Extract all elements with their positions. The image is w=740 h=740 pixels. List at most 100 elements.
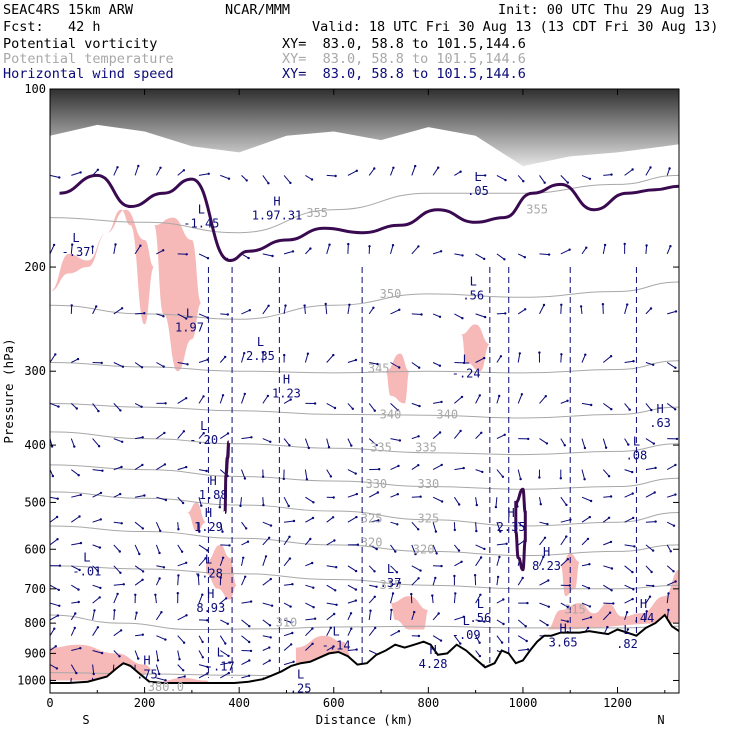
wind-arrow-head [312, 586, 315, 589]
wind-arrow-head [667, 592, 670, 595]
wind-arrow-head [134, 593, 137, 596]
wind-arrow-head [437, 166, 440, 169]
wind-arrow-head [56, 538, 59, 541]
wind-arrow-head [394, 550, 397, 553]
wind-arrow [475, 432, 482, 439]
wind-arrow-head [504, 312, 507, 315]
wind-arrow [581, 584, 590, 589]
wind-arrow-head [431, 594, 434, 597]
wind-arrow [453, 593, 456, 604]
wind-arrow-head [121, 440, 124, 443]
wind-arrow-head [674, 493, 677, 496]
wind-arrow [284, 520, 295, 523]
wind-arrow-head [118, 550, 122, 553]
wind-arrow [539, 521, 548, 525]
wind-arrow-head [226, 622, 229, 625]
wind-arrow [113, 466, 122, 471]
wind-arrow-head [461, 254, 464, 257]
wind-arrow-head [675, 437, 679, 441]
wind-arrow [155, 650, 159, 661]
isentrope-label: 345 [368, 362, 390, 376]
isentrope-label: 340 [436, 407, 458, 421]
wind-arrow [92, 610, 95, 620]
wind-arrow-head [398, 366, 401, 369]
wind-arrow-head [396, 408, 399, 412]
extremum-value: .75 [136, 668, 158, 682]
wind-arrow [113, 403, 121, 411]
wind-arrow-head [73, 626, 77, 630]
wind-arrow [411, 577, 419, 586]
wind-arrow-head [312, 501, 315, 504]
wind-arrow-head [419, 569, 422, 572]
wind-arrow-head [543, 181, 546, 184]
wind-arrow-head [579, 305, 583, 308]
plot-frame [49, 88, 680, 694]
wind-arrow [518, 648, 529, 651]
wind-arrow-head [141, 633, 144, 636]
wind-arrow [304, 353, 309, 363]
wind-arrow-head [96, 168, 100, 171]
wind-arrow [432, 464, 442, 471]
wind-arrow-head [669, 245, 672, 248]
y-tick-label: 300 [24, 364, 46, 378]
wind-arrow [666, 168, 671, 176]
wind-arrow-head [631, 470, 634, 474]
wind-arrow-head [201, 640, 204, 644]
wind-arrow-head [606, 625, 609, 629]
wind-arrow-head [674, 310, 678, 313]
wind-arrow-head [269, 440, 272, 443]
wind-arrow [645, 167, 651, 176]
init-time: Init: 00 UTC Thu 29 Aug 13 [498, 2, 710, 18]
wind-arrow-head [376, 362, 379, 366]
wind-arrow [92, 565, 99, 572]
wind-arrow-head [244, 575, 247, 578]
wind-arrow [326, 646, 334, 651]
wind-arrow [645, 544, 654, 551]
wind-arrow-head [141, 570, 145, 573]
wind-arrow-head [182, 641, 186, 644]
wind-arrow-head [245, 527, 248, 530]
wind-arrow [368, 610, 371, 620]
wind-arrow [219, 356, 226, 363]
wind-arrow-head [334, 174, 337, 178]
wind-arrow [517, 353, 521, 363]
wind-arrow-head [565, 535, 568, 538]
wind-arrow [198, 469, 207, 472]
wind-arrow [560, 519, 571, 523]
wind-arrow-head [96, 569, 100, 573]
wind-arrow [326, 516, 334, 523]
wind-arrow [454, 396, 463, 404]
wind-arrow-head [626, 303, 629, 306]
wind-arrow [177, 635, 185, 644]
wind-arrow-head [92, 672, 95, 676]
wind-arrow [304, 469, 308, 480]
wind-arrow [50, 538, 58, 546]
wind-arrow [262, 395, 269, 404]
wind-arrow-head [651, 549, 655, 552]
x-axis-title: Distance (km) [316, 712, 414, 727]
wind-arrow-head [565, 503, 568, 507]
wind-arrow-head [116, 592, 119, 596]
wind-arrow-head [438, 364, 442, 367]
wind-arrow [155, 544, 160, 554]
wind-arrow [539, 175, 546, 183]
wind-arrow-head [373, 409, 376, 412]
wind-arrow [368, 627, 376, 637]
wind-arrow [92, 306, 97, 315]
wind-arrow-head [291, 583, 294, 586]
wind-arrow-head [498, 555, 501, 559]
wind-arrow-head [475, 529, 478, 533]
wind-arrow-head [524, 308, 527, 311]
wind-arrow-head [248, 625, 251, 628]
extremum-value: -.17 [206, 660, 235, 674]
extremum-value: .08 [626, 449, 648, 463]
wind-arrow [369, 584, 377, 588]
wind-arrow [262, 305, 270, 315]
isentrope-325 [50, 491, 679, 527]
wind-arrow [241, 660, 250, 666]
wind-arrow-head [185, 465, 188, 469]
wind-arrow [666, 362, 676, 369]
wind-arrow-head [58, 564, 62, 567]
wind-arrow-head [392, 166, 395, 169]
wind-arrow [645, 565, 652, 573]
